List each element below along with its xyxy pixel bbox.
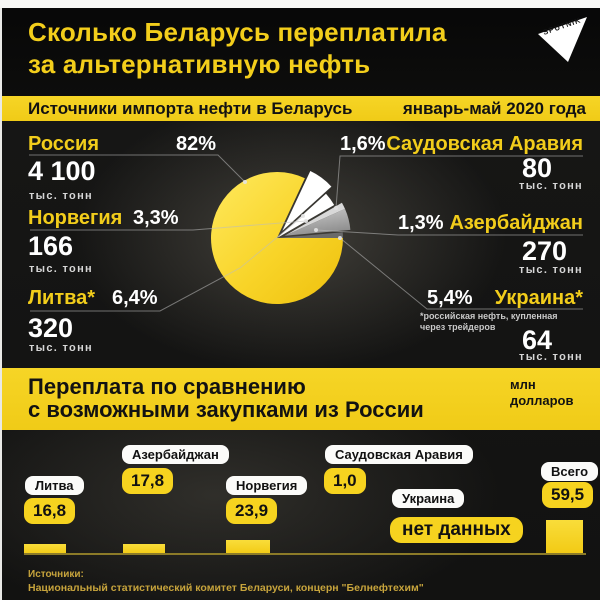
pie-unit-norway: тыс. тонн <box>29 263 93 275</box>
section2-title-line2: с возможными закупками из России <box>28 397 424 422</box>
pie-value-ukraine: 64 <box>522 325 553 355</box>
header-background <box>0 0 600 96</box>
pie-unit-lithuania: тыс. тонн <box>29 342 93 354</box>
section2-unit-line2: долларов <box>510 393 574 408</box>
bar-value-norway: 23,9 <box>226 498 278 524</box>
page-title-line2: за альтернативную нефть <box>28 49 371 79</box>
pie-unit-ukraine: тыс. тонн <box>519 351 583 363</box>
pie-unit-azerbaijan: тыс. тонн <box>519 264 583 276</box>
section2-title: Переплата по сравнению с возможными заку… <box>28 375 424 421</box>
bar-value-total: 59,5 <box>542 482 594 508</box>
leader-line-norway <box>30 220 307 231</box>
section1-band: Источники импорта нефти в Беларусь январ… <box>0 96 600 121</box>
page-border-top <box>0 0 600 8</box>
pie-value-lithuania: 320 <box>28 313 74 343</box>
pie-label-lithuania-pct: 6,4% <box>112 287 158 309</box>
bar-label-total: Всего <box>541 462 599 481</box>
bar-total <box>546 520 583 554</box>
bar-value-saudi-arabia: 1,0 <box>324 468 366 494</box>
pie-label-norway-name: Норвегия <box>28 207 123 229</box>
bar-azerbaijan <box>123 543 165 554</box>
pie-label-azerbaijan-name: Азербайджан <box>449 212 583 234</box>
bar-label-azerbaijan: Азербайджан <box>122 445 229 464</box>
pie-slice-ukraine <box>284 208 351 236</box>
pie-label-azerbaijan-pct: 1,3% <box>398 212 444 234</box>
bar-norway <box>226 540 270 554</box>
pie-value-saudi: 80 <box>522 153 553 183</box>
pie-label-ukraine-pct: 5,4% <box>427 287 473 309</box>
pie-footnote: *российская нефть, купленная через трейд… <box>420 311 558 332</box>
section2-band: Переплата по сравнению с возможными заку… <box>0 368 600 430</box>
bar-label-saudi-arabia: Саудовская Аравия <box>325 445 473 464</box>
pie-slice-saudi-arabia <box>284 202 345 236</box>
pie-value-norway: 166 <box>28 231 74 261</box>
pie-value-russia: 4 100 <box>28 156 96 186</box>
page-title: Сколько Беларусь переплатила за альтерна… <box>28 16 447 80</box>
bar-value-ukraine-no-data: нет данных <box>390 517 523 543</box>
leader-line-lithuania <box>30 215 304 312</box>
bar-label-lithuania: Литва <box>25 476 84 495</box>
pie-label-russia-name: Россия <box>28 133 100 155</box>
section2-title-line1: Переплата по сравнению <box>28 374 306 399</box>
pie-label-lithuania-name: Литва* <box>28 287 96 309</box>
bar-lithuania <box>24 544 66 554</box>
leader-dots <box>243 180 342 240</box>
leader-line-ukraine <box>339 237 583 310</box>
section2-unit: млн долларов <box>510 377 574 409</box>
pie-label-saudi-name: Саудовская Аравия <box>386 133 583 155</box>
pie-label-ukraine-name: Украина* <box>494 287 583 309</box>
pie-slice-azerbaijan <box>277 232 343 238</box>
sputnik-logo-icon: SPUTNIK <box>538 15 587 62</box>
pie-slice-norway <box>277 193 335 238</box>
leader-line-azerbaijan <box>315 229 583 236</box>
bar-label-norway: Норвегия <box>226 476 308 495</box>
section2-unit-line1: млн <box>510 377 536 392</box>
source-text: Национальный статистический комитет Бела… <box>28 582 424 594</box>
pie-label-norway-pct: 3,3% <box>133 207 179 229</box>
bar-value-azerbaijan: 17,8 <box>122 468 174 494</box>
bar-chart-baseline <box>24 553 586 555</box>
page-title-line1: Сколько Беларусь переплатила <box>28 17 447 47</box>
leader-line-saudi-arabia <box>335 155 583 209</box>
bar-label-ukraine: Украина <box>392 489 465 508</box>
leader-line-russia <box>29 154 246 183</box>
section1-title: Источники импорта нефти в Беларусь <box>28 99 353 118</box>
pie-label-saudi-pct: 1,6% <box>340 133 386 155</box>
pie-slice-lithuania <box>282 171 332 231</box>
source-label: Источники: <box>28 569 84 580</box>
bar-value-lithuania: 16,8 <box>24 498 76 524</box>
pie-value-azerbaijan: 270 <box>522 236 568 266</box>
pie-label-russia-pct: 82% <box>176 133 217 155</box>
pie-unit-saudi: тыс. тонн <box>519 180 583 192</box>
page-border-left <box>0 8 2 600</box>
section1-period: январь-май 2020 года <box>402 99 586 118</box>
pie-unit-russia: тыс. тонн <box>29 190 93 202</box>
